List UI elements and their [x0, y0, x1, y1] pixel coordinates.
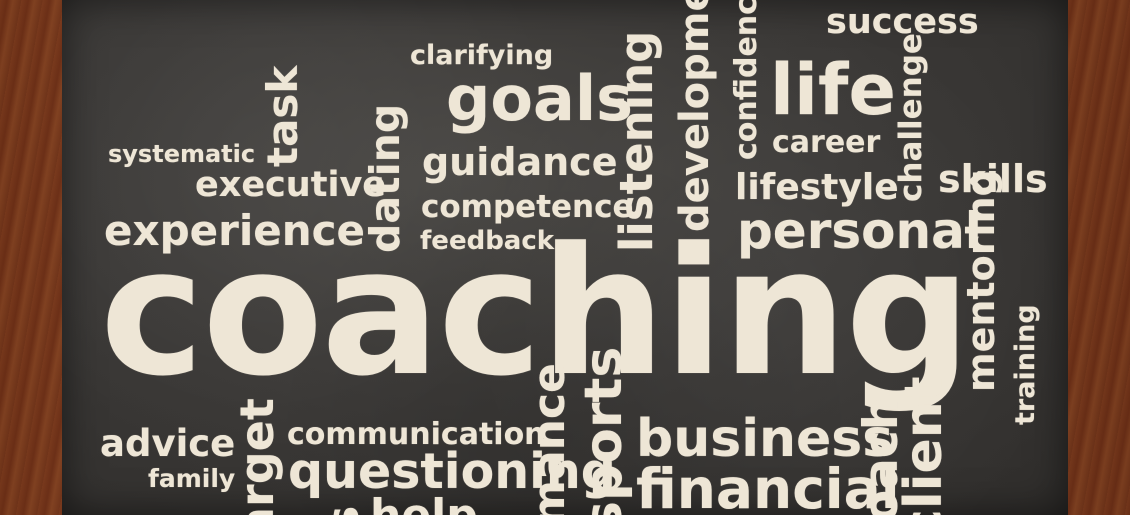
word-client: client: [894, 376, 954, 515]
word-development: development: [672, 0, 718, 232]
word-lifestyle: lifestyle: [735, 167, 899, 208]
word-feedback: feedback: [420, 226, 555, 256]
word-help: help: [370, 494, 478, 515]
word-communication: communication: [287, 417, 546, 452]
word-experience: experience: [104, 206, 366, 255]
word-advice: advice: [100, 422, 236, 465]
word-career: career: [772, 125, 881, 160]
word-clarifying: clarifying: [410, 40, 554, 71]
word-systematic: systematic: [108, 140, 256, 168]
word-executive: executive: [195, 165, 386, 205]
word-confidence: confidence: [729, 0, 764, 160]
word-s-fragment: s: [318, 506, 369, 515]
word-life: life: [770, 49, 896, 131]
word-business: business: [636, 409, 894, 469]
word-financial: financial: [636, 457, 900, 515]
word-competence: competence: [421, 189, 634, 225]
word-questioning: questioning: [288, 443, 616, 500]
word-target: target: [230, 398, 284, 515]
word-skills: skills: [938, 157, 1048, 201]
chalkboard: [62, 0, 1068, 515]
word-goals: goals: [446, 62, 633, 135]
word-success: success: [826, 2, 979, 42]
word-training: training: [1010, 304, 1041, 425]
word-challenge: challenge: [893, 33, 929, 202]
word-coaching: coaching: [100, 210, 971, 415]
word-personal: personal: [737, 202, 982, 260]
word-family: family: [148, 464, 236, 493]
word-task: task: [258, 65, 307, 167]
word-guidance: guidance: [422, 140, 618, 184]
